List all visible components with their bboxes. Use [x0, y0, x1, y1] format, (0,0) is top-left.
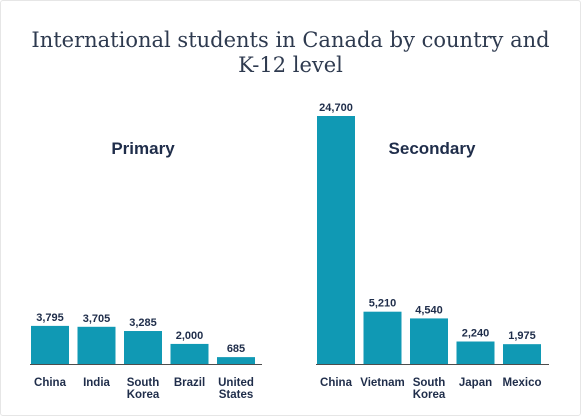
data-label: 3,705	[83, 313, 111, 325]
bar	[317, 116, 355, 364]
tick-label: South Korea	[127, 377, 160, 401]
tick-label: China	[320, 377, 353, 389]
tick-label: China	[34, 377, 67, 389]
chart-title: International students in Canada by coun…	[31, 28, 550, 77]
data-label: 2,000	[176, 330, 204, 342]
bar	[363, 311, 402, 364]
bar	[503, 344, 541, 364]
data-label: 685	[227, 343, 245, 355]
bar	[217, 357, 255, 364]
bar	[456, 341, 495, 364]
data-label: 5,210	[369, 298, 397, 310]
tick-label: United States	[218, 377, 254, 401]
data-label: 4,540	[415, 304, 443, 316]
panel-title: Secondary	[389, 139, 476, 158]
bar	[77, 326, 116, 364]
tick-label: Mexico	[503, 377, 542, 389]
bar	[124, 331, 162, 364]
tick-label: Japan	[459, 377, 492, 389]
panel-title: Primary	[111, 139, 175, 158]
data-label: 3,285	[129, 317, 157, 329]
tick-label: Vietnam	[360, 377, 405, 389]
bar	[31, 325, 69, 364]
bar	[170, 343, 209, 364]
tick-label: South Korea	[413, 377, 446, 401]
tick-label: India	[83, 377, 110, 389]
data-label: 2,240	[462, 328, 490, 340]
data-label: 24,700	[319, 102, 353, 114]
bar	[410, 318, 448, 364]
data-label: 3,795	[36, 312, 64, 324]
tick-label: Brazil	[174, 377, 205, 389]
data-label: 1,975	[508, 330, 536, 342]
